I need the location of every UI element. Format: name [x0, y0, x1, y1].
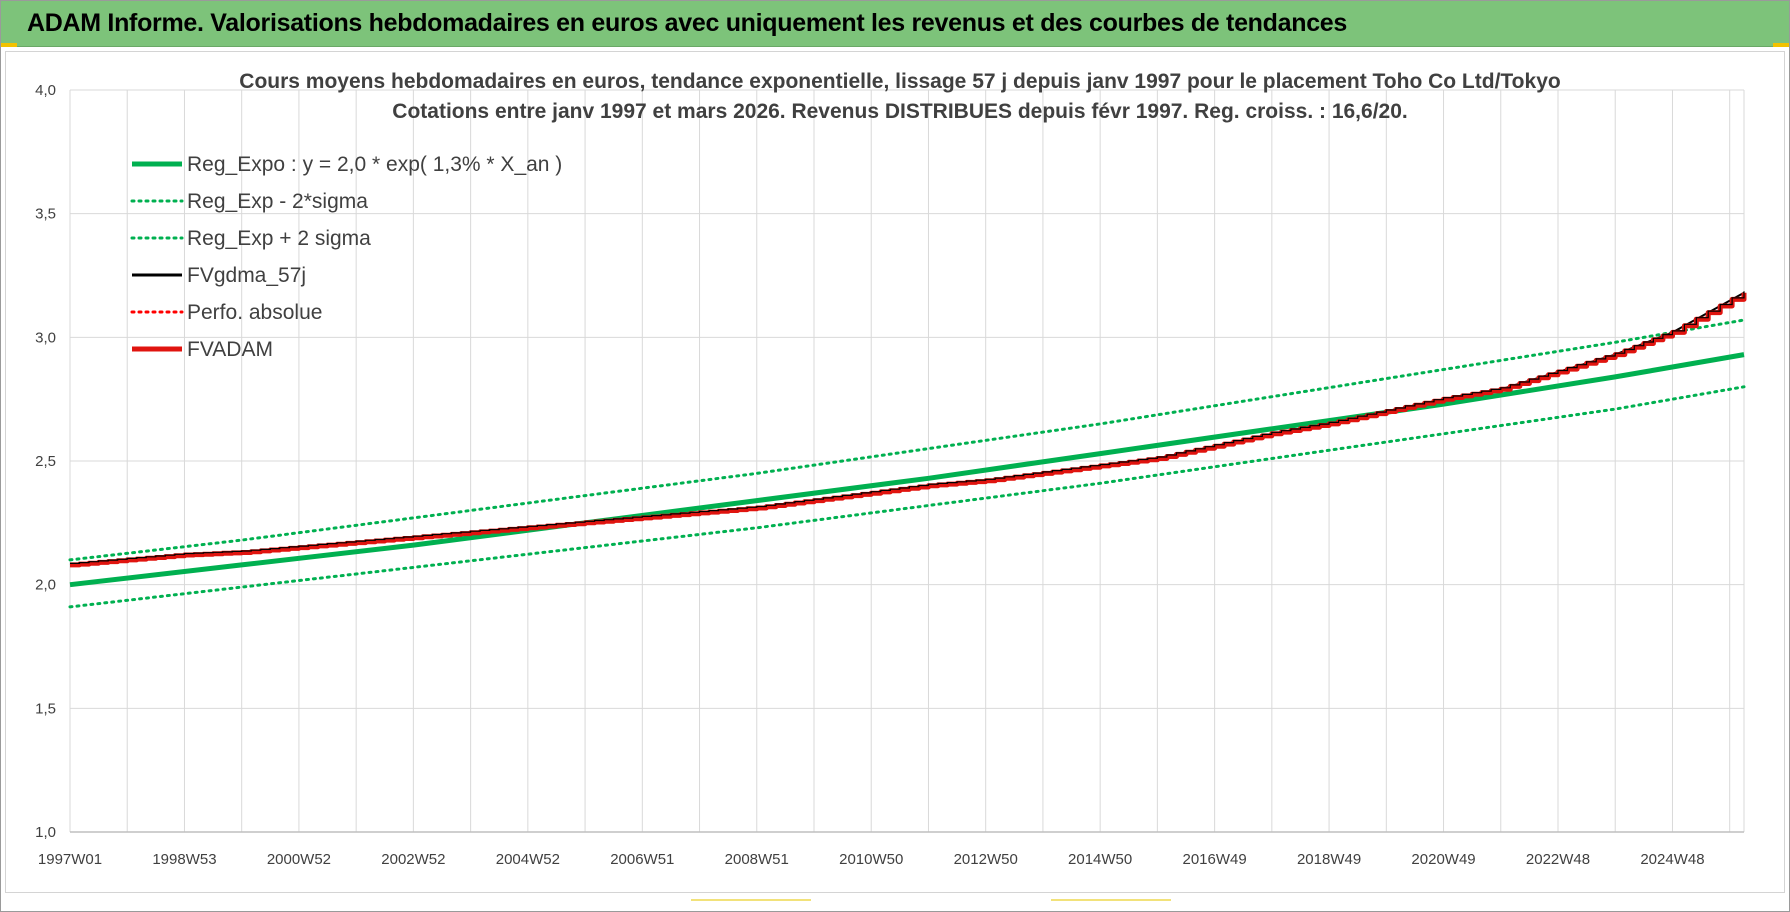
- series-line-0: [69, 352, 1745, 588]
- series-line-1: [68, 385, 1746, 609]
- x-tick-label: 2000W52: [267, 851, 331, 868]
- y-tick-label: 1,0: [35, 824, 56, 841]
- chart-title-line2: Cotations entre janv 1997 et mars 2026. …: [392, 100, 1407, 123]
- x-tick-label: 2002W52: [381, 851, 445, 868]
- legend-label: Reg_Exp + 2 sigma: [187, 227, 371, 250]
- x-tick-label: 1997W01: [38, 851, 102, 868]
- series-layer: [68, 291, 1747, 609]
- x-tick-label: 2006W51: [610, 851, 674, 868]
- legend-label: FVADAM: [187, 338, 273, 361]
- line-chart: 1,0 1,5 2,0 2,5 3,0 3,5 4,0 1997W01 1998W53 2000W…: [35, 70, 1747, 868]
- y-tick-label: 3,0: [35, 329, 56, 346]
- report-title: ADAM Informe. Valorisations hebdomadaire…: [27, 9, 1348, 37]
- x-tick-label: 2020W49: [1411, 851, 1475, 868]
- x-tick-label: 2010W50: [839, 851, 903, 868]
- series-line-2: [68, 318, 1746, 562]
- legend-label: FVgdma_57j: [187, 264, 306, 287]
- legend-label: Reg_Expo : y = 2,0 * exp( 1,3% * X_an ): [187, 153, 562, 176]
- corner-accent-left: [1, 43, 17, 47]
- report-banner: ADAM Informe. Valorisations hebdomadaire…: [1, 1, 1789, 47]
- series-line-5: [70, 292, 1747, 568]
- y-tick-label: 2,5: [35, 453, 56, 470]
- x-tick-label: 2016W49: [1183, 851, 1247, 868]
- y-tick-label: 4,0: [35, 82, 56, 99]
- axis-layer: 1,0 1,5 2,0 2,5 3,0 3,5 4,0 1997W01 1998W53 2000W…: [35, 82, 1744, 868]
- x-tick-label: 1998W53: [152, 851, 216, 868]
- x-tick-label: 2008W51: [725, 851, 789, 868]
- y-tick-label: 2,0: [35, 577, 56, 594]
- series-line-black-overlay: [70, 291, 1745, 564]
- x-tick-label: 2012W50: [954, 851, 1018, 868]
- chart-area: 1,0 1,5 2,0 2,5 3,0 3,5 4,0 1997W01 1998W53 2000W…: [5, 51, 1785, 893]
- y-tick-label: 3,5: [35, 206, 56, 223]
- bottom-accent-1: [691, 899, 811, 901]
- y-tick-label: 1,5: [35, 700, 56, 717]
- bottom-accent-2: [1051, 899, 1171, 901]
- chart-title-line1: Cours moyens hebdomadaires en euros, ten…: [239, 70, 1560, 93]
- x-tick-label: 2014W50: [1068, 851, 1132, 868]
- legend-label: Reg_Exp - 2*sigma: [187, 190, 368, 213]
- chart-legend: Reg_Expo : y = 2,0 * exp( 1,3% * X_an ) R…: [130, 153, 562, 361]
- x-tick-label: 2024W48: [1640, 851, 1704, 868]
- series-line-3: [69, 291, 1745, 566]
- corner-accent-right: [1773, 43, 1789, 47]
- x-tick-label: 2018W49: [1297, 851, 1361, 868]
- x-tick-label: 2004W52: [496, 851, 560, 868]
- x-tick-label: 2022W48: [1526, 851, 1590, 868]
- legend-label: Perfo. absolue: [187, 301, 322, 324]
